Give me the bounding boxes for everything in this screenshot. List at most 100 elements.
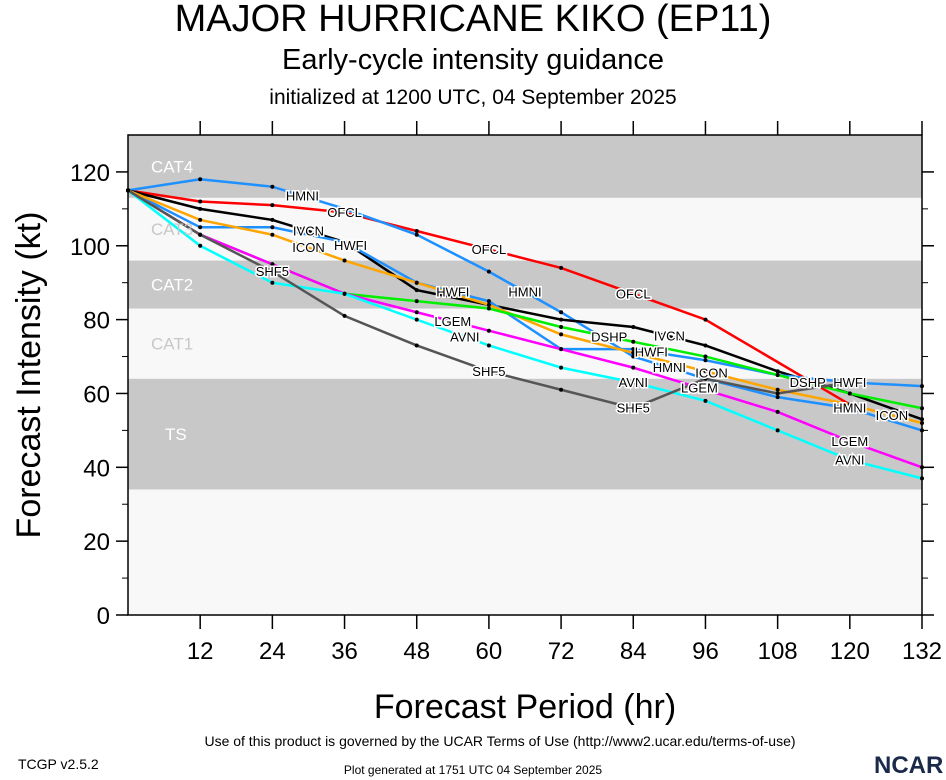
data-point xyxy=(775,369,780,374)
data-point xyxy=(198,243,203,248)
series-label: LGEM xyxy=(681,380,718,395)
data-point xyxy=(342,291,347,296)
data-point xyxy=(847,391,852,396)
series-label: DSHP xyxy=(790,375,826,390)
data-point xyxy=(198,217,203,222)
data-point xyxy=(414,232,419,237)
data-point xyxy=(703,358,708,363)
data-point xyxy=(703,317,708,322)
y-axis-label: Forecast Intensity (kt) xyxy=(10,212,48,539)
text-layer: TS CAT1 CAT2 CAT3 CAT4 OFCL OFCL OFCL HMNI HMNI HM… xyxy=(151,157,910,469)
x-tick-label: 84 xyxy=(620,638,647,665)
series-label: HWFI xyxy=(334,238,367,253)
band-cat2 xyxy=(128,260,922,309)
series-line xyxy=(127,178,923,432)
series-label: ICON xyxy=(876,408,909,423)
data-point xyxy=(198,199,203,204)
series-label: AVNI xyxy=(450,329,479,344)
data-point xyxy=(414,310,419,315)
series-label: OFCL xyxy=(616,286,651,301)
data-point xyxy=(559,347,564,352)
version-label: TCGP v2.5.2 xyxy=(18,756,99,772)
data-point xyxy=(559,365,564,370)
data-point xyxy=(198,206,203,211)
series-label: LGEM xyxy=(831,434,868,449)
x-tick-label: 72 xyxy=(548,638,575,665)
data-point xyxy=(198,177,203,182)
data-point xyxy=(270,262,275,267)
x-tick-label: 60 xyxy=(476,638,503,665)
terms-of-use: Use of this product is governed by the U… xyxy=(204,733,796,749)
data-point xyxy=(775,391,780,396)
data-point xyxy=(270,217,275,222)
band-label: TS xyxy=(165,425,187,444)
chart-title: MAJOR HURRICANE KIKO (EP11) xyxy=(174,0,772,40)
data-point xyxy=(198,225,203,230)
series-label: HMNI xyxy=(508,284,541,299)
data-point xyxy=(847,406,852,411)
data-point xyxy=(703,398,708,403)
data-point xyxy=(775,395,780,400)
data-point xyxy=(631,365,636,370)
series-label: HWFI xyxy=(436,284,469,299)
data-point xyxy=(559,325,564,329)
series-label: DSHP xyxy=(591,329,627,344)
series-label: ICON xyxy=(292,240,325,255)
series-label: OFCL xyxy=(327,205,362,220)
data-point xyxy=(486,328,491,333)
series-line xyxy=(127,189,923,388)
data-point xyxy=(342,240,347,245)
data-point xyxy=(631,339,636,344)
series-label: AVNI xyxy=(619,375,648,390)
data-point xyxy=(486,306,491,311)
data-point xyxy=(559,317,564,322)
data-point xyxy=(631,350,636,355)
data-point xyxy=(270,280,275,285)
data-point xyxy=(342,206,347,211)
series-lines xyxy=(126,177,924,481)
series-label: AVNI xyxy=(835,452,864,467)
series-avni xyxy=(126,188,924,481)
y-tick-label: 120 xyxy=(70,160,110,187)
data-point xyxy=(775,387,780,392)
init-time: initialized at 1200 UTC, 04 September 20… xyxy=(269,86,677,109)
series-line xyxy=(127,189,923,469)
chart-subtitle: Early-cycle intensity guidance xyxy=(281,44,664,76)
y-tick-label: 100 xyxy=(70,234,110,261)
data-point xyxy=(775,428,780,433)
data-point xyxy=(703,354,708,359)
band-cat3 xyxy=(128,197,922,261)
data-point xyxy=(631,406,636,411)
y-tick-label: 0 xyxy=(97,603,110,630)
data-point xyxy=(486,343,491,348)
data-point xyxy=(270,203,275,208)
x-tick-label: 12 xyxy=(187,638,214,665)
series-label: HMNI xyxy=(286,188,319,203)
data-point xyxy=(270,232,275,237)
band-label: CAT3 xyxy=(151,220,193,239)
data-point xyxy=(775,373,780,377)
series-label: OFCL xyxy=(472,242,507,257)
data-point xyxy=(486,269,491,274)
data-point xyxy=(631,380,636,385)
data-point xyxy=(631,325,636,329)
data-point xyxy=(703,343,708,348)
band-label: CAT1 xyxy=(151,335,193,354)
data-point xyxy=(847,380,852,385)
data-point xyxy=(631,354,636,359)
data-point xyxy=(486,302,491,307)
data-point xyxy=(847,457,852,462)
data-point xyxy=(414,317,419,322)
data-point xyxy=(847,439,852,444)
data-point xyxy=(703,369,708,374)
x-tick-label: 48 xyxy=(403,638,430,665)
series-label: SHF5 xyxy=(472,364,505,379)
series-shf5 xyxy=(126,188,852,411)
data-point xyxy=(559,387,564,392)
data-point xyxy=(342,258,347,263)
data-point xyxy=(775,409,780,414)
x-tick-label: 120 xyxy=(830,638,870,665)
data-point xyxy=(486,369,491,374)
plot-frame xyxy=(127,134,923,616)
